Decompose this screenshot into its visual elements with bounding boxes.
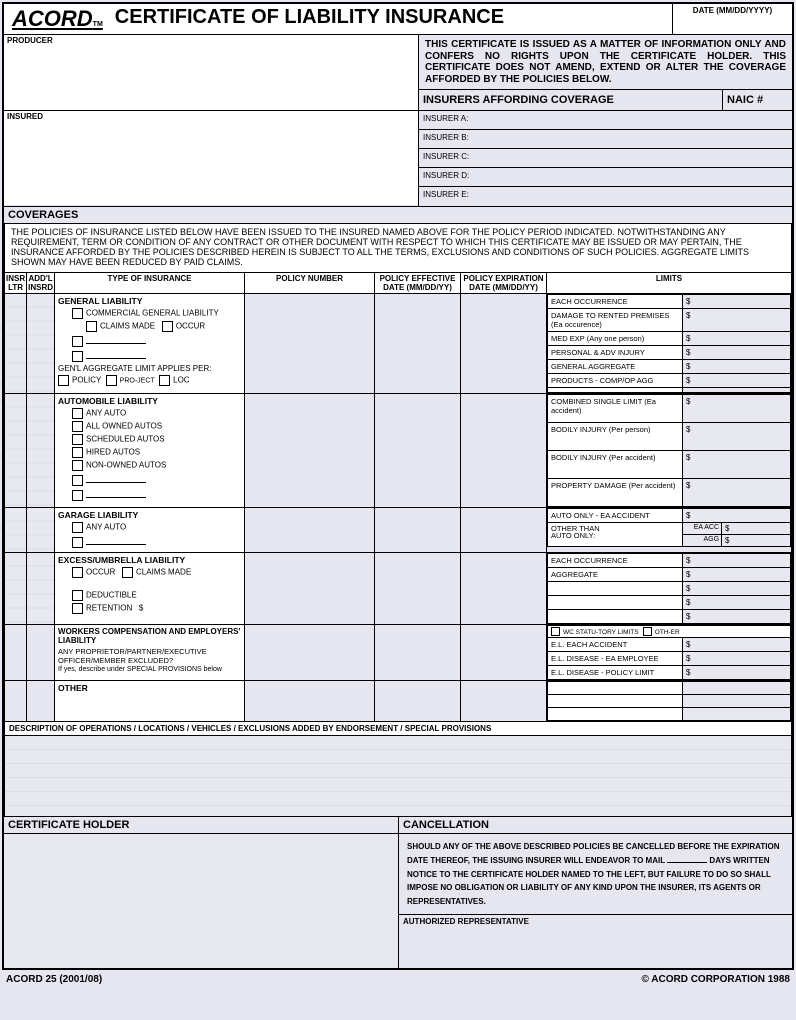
acord-form: ACORDTM CERTIFICATE OF LIABILITY INSURAN… — [2, 2, 794, 970]
acord-logo: ACORDTM — [4, 4, 111, 34]
coverages-header: COVERAGES — [4, 207, 792, 223]
description-box: DESCRIPTION OF OPERATIONS / LOCATIONS / … — [4, 722, 792, 817]
gl-header: GENERAL LIABILITY — [58, 296, 241, 306]
insured-box[interactable]: INSURED — [4, 110, 418, 205]
producer-insurer-section: PRODUCER INSURED THIS CERTIFICATE IS ISS… — [4, 35, 792, 207]
insurers-affording-label: INSURERS AFFORDING COVERAGE — [419, 90, 722, 110]
garage-header: GARAGE LIABILITY — [58, 510, 241, 520]
cert-holder-body[interactable] — [4, 833, 398, 968]
gl-project-check[interactable] — [106, 375, 117, 386]
date-box[interactable]: DATE (MM/DD/YYYY) — [672, 4, 792, 34]
other-header: OTHER — [58, 683, 241, 693]
wc-header: WORKERS COMPENSATION AND EMPLOYERS' LIAB… — [58, 627, 241, 645]
producer-box[interactable]: PRODUCER — [4, 35, 418, 110]
col-type: TYPE OF INSURANCE — [55, 272, 245, 293]
auto-exp-date[interactable] — [461, 393, 547, 507]
insurer-b-row[interactable]: INSURER B: — [419, 130, 792, 149]
disclaimer-text: THIS CERTIFICATE IS ISSUED AS A MATTER O… — [419, 35, 792, 90]
form-footer: ACORD 25 (2001/08) © ACORD CORPORATION 1… — [0, 972, 796, 987]
auto-eff-date[interactable] — [375, 393, 461, 507]
excess-header: EXCESS/UMBRELLA LIABILITY — [58, 555, 241, 565]
cancel-days-blank[interactable] — [667, 854, 707, 863]
gl-commercial-check[interactable] — [72, 308, 83, 319]
insurer-e-row[interactable]: INSURER E: — [419, 187, 792, 206]
col-addl-insrd: ADD'L INSRD — [27, 272, 55, 293]
other-row: OTHER — [5, 681, 792, 722]
cert-holder-label: CERTIFICATE HOLDER — [4, 817, 398, 833]
description-label: DESCRIPTION OF OPERATIONS / LOCATIONS / … — [5, 722, 791, 736]
excess-liability-row: EXCESS/UMBRELLA LIABILITY OCCUR CLAIMS M… — [5, 552, 792, 624]
gl-policy-num[interactable] — [245, 293, 375, 393]
col-eff-date: POLICY EFFECTIVE DATE (MM/DD/YY) — [375, 272, 461, 293]
col-exp-date: POLICY EXPIRATION DATE (MM/DD/YY) — [461, 272, 547, 293]
garage-liability-row: GARAGE LIABILITY ANY AUTO AUTO ONLY - EA… — [5, 507, 792, 552]
bottom-section: CERTIFICATE HOLDER CANCELLATION SHOULD A… — [4, 817, 792, 968]
wc-question: ANY PROPRIETOR/PARTNER/EXECUTIVE OFFICER… — [58, 647, 241, 665]
copyright: © ACORD CORPORATION 1988 — [641, 974, 790, 985]
authorized-rep-label[interactable]: AUTHORIZED REPRESENTATIVE — [399, 914, 792, 949]
general-liability-row: GENERAL LIABILITY COMMERCIAL GENERAL LIA… — [5, 293, 792, 393]
header-row: ACORDTM CERTIFICATE OF LIABILITY INSURAN… — [4, 4, 792, 35]
auto-policy-num[interactable] — [245, 393, 375, 507]
insurers-header-row: INSURERS AFFORDING COVERAGE NAIC # — [419, 90, 792, 111]
form-number: ACORD 25 (2001/08) — [6, 974, 102, 985]
producer-label: PRODUCER — [4, 35, 418, 46]
gl-policy-check[interactable] — [58, 375, 69, 386]
coverage-table: INSR LTR ADD'L INSRD TYPE OF INSURANCE P… — [4, 272, 792, 723]
workers-comp-row: WORKERS COMPENSATION AND EMPLOYERS' LIAB… — [5, 624, 792, 681]
gl-claims-check[interactable] — [86, 321, 97, 332]
auto-liability-row: AUTOMOBILE LIABILITY ANY AUTO ALL OWNED … — [5, 393, 792, 507]
gl-loc-check[interactable] — [159, 375, 170, 386]
gl-eff-date[interactable] — [375, 293, 461, 393]
gl-occur-check[interactable] — [162, 321, 173, 332]
col-limits: LIMITS — [547, 272, 792, 293]
col-insr-ltr: INSR LTR — [5, 272, 27, 293]
auto-header: AUTOMOBILE LIABILITY — [58, 396, 241, 406]
gl-exp-date[interactable] — [461, 293, 547, 393]
gl-agg-label: GEN'L AGGREGATE LIMIT APPLIES PER: — [58, 364, 241, 373]
naic-label: NAIC # — [722, 90, 792, 110]
insurer-c-row[interactable]: INSURER C: — [419, 149, 792, 168]
description-body[interactable] — [5, 736, 791, 816]
form-title: CERTIFICATE OF LIABILITY INSURANCE — [111, 4, 672, 34]
insured-label: INSURED — [4, 111, 418, 122]
insurer-a-row[interactable]: INSURER A: — [419, 111, 792, 130]
policy-disclaimer: THE POLICIES OF INSURANCE LISTED BELOW H… — [4, 223, 792, 272]
col-policy-number: POLICY NUMBER — [245, 272, 375, 293]
cancellation-label: CANCELLATION — [399, 817, 792, 833]
cancellation-text: SHOULD ANY OF THE ABOVE DESCRIBED POLICI… — [399, 833, 792, 914]
insurer-d-row[interactable]: INSURER D: — [419, 168, 792, 187]
